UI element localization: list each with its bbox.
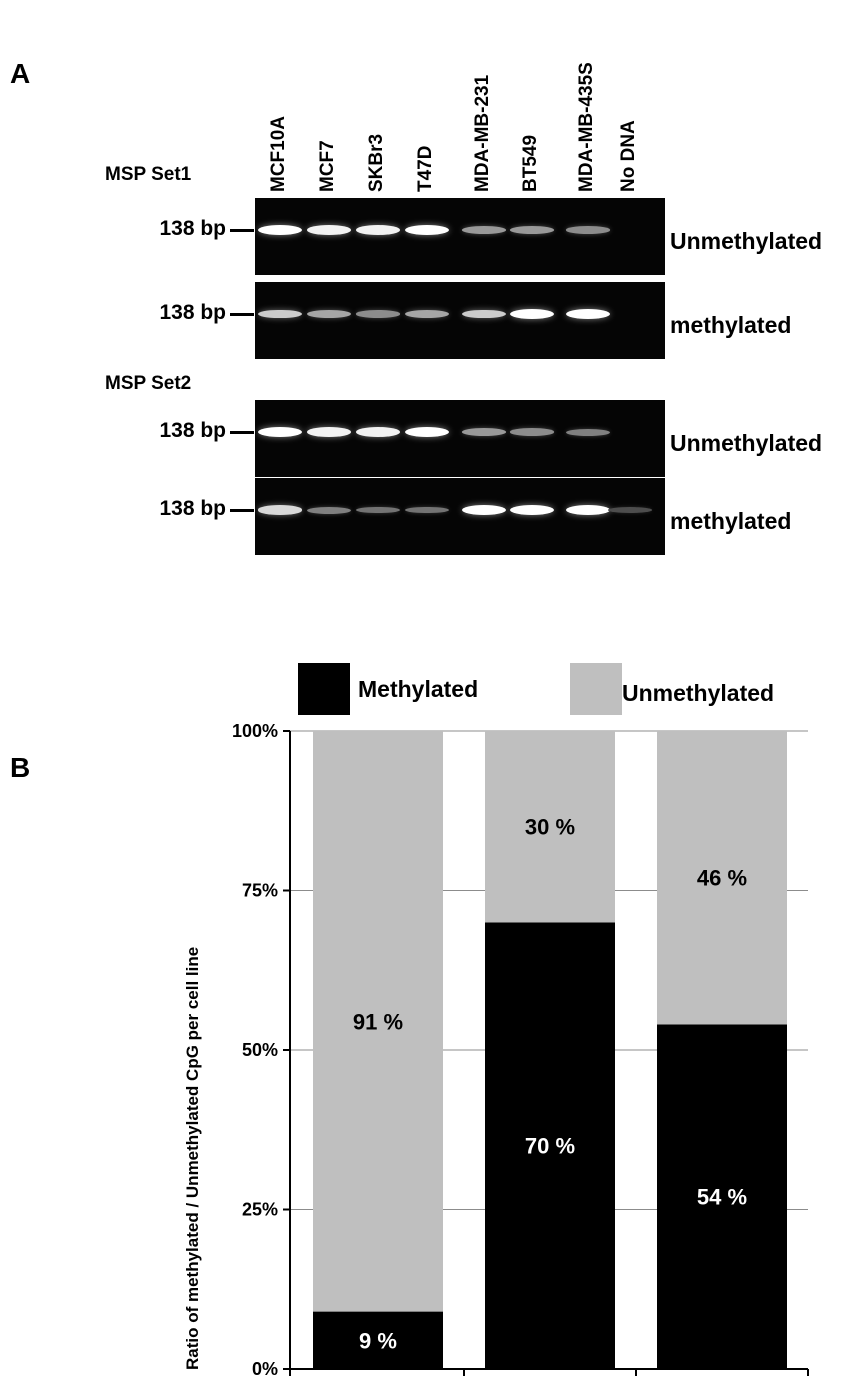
bar-segment-unmethylated xyxy=(485,731,615,923)
methylation-status-label: Unmethylated xyxy=(670,228,823,254)
gel-band xyxy=(356,225,400,235)
bar-segment-unmethylated xyxy=(313,731,443,1312)
methylation-status-label: methylated xyxy=(670,312,792,338)
legend-label-unmethylated: Unmethylated xyxy=(622,680,775,706)
gel-band xyxy=(462,505,506,515)
size-marker-label: 138 bp xyxy=(159,301,226,324)
lane-label: MCF7 xyxy=(317,140,338,192)
bar-segment-methylated xyxy=(313,1311,443,1369)
gel-band xyxy=(566,428,610,436)
gel-band xyxy=(258,505,302,515)
gel-band xyxy=(566,505,610,515)
gel-band xyxy=(405,427,449,437)
gel-band xyxy=(258,427,302,437)
gel-band xyxy=(462,309,506,319)
gel-band xyxy=(356,310,400,318)
lane-label: MDA-MB-231 xyxy=(472,74,493,192)
gel-band xyxy=(307,310,351,318)
gel-image xyxy=(255,478,665,555)
size-marker-tick xyxy=(230,509,254,512)
gel-band xyxy=(566,226,610,234)
lane-label: MDA-MB-435S xyxy=(576,62,597,192)
size-marker-label: 138 bp xyxy=(159,217,226,240)
lane-label: MCF10A xyxy=(268,115,289,192)
y-tick-label: 100% xyxy=(232,721,278,741)
bar-segment-methylated xyxy=(657,1024,787,1369)
gel-band xyxy=(566,309,610,319)
data-label: 9 % xyxy=(359,1328,397,1353)
y-tick-label: 50% xyxy=(242,1040,278,1060)
lane-label: SKBr3 xyxy=(366,133,387,192)
gel-band xyxy=(608,507,652,513)
y-tick-label: 25% xyxy=(242,1200,278,1220)
data-label: 70 % xyxy=(525,1134,575,1159)
gel-band xyxy=(356,427,400,437)
y-axis-label: Ratio of methylated / Unmethylated CpG p… xyxy=(183,946,202,1370)
gel-band xyxy=(405,310,449,318)
gel-band xyxy=(405,506,449,514)
gel-band xyxy=(405,225,449,235)
size-marker-tick xyxy=(230,431,254,434)
gel-band xyxy=(258,309,302,319)
gel-band xyxy=(510,309,554,319)
legend-label-methylated: Methylated xyxy=(358,676,479,702)
gel-band xyxy=(510,428,554,436)
bar-segment-methylated xyxy=(485,922,615,1369)
size-marker-label: 138 bp xyxy=(159,419,226,442)
gel-band xyxy=(510,505,554,515)
methylation-status-label: Unmethylated xyxy=(670,430,823,456)
lane-label: T47D xyxy=(415,145,436,192)
size-marker-tick xyxy=(230,229,254,232)
size-marker-label: 138 bp xyxy=(159,497,226,520)
legend-swatch-unmethylated xyxy=(570,663,622,715)
y-tick-label: 75% xyxy=(242,881,278,901)
gel-band xyxy=(510,226,554,234)
lane-label: No DNA xyxy=(618,120,639,192)
gel-image xyxy=(255,282,665,359)
gel-band xyxy=(307,225,351,235)
msp-set-label: MSP Set2 xyxy=(105,373,192,394)
msp-set-label: MSP Set1 xyxy=(105,164,192,185)
gel-band xyxy=(462,428,506,436)
gel-image xyxy=(255,400,665,477)
data-label: 46 % xyxy=(697,866,747,891)
gel-band xyxy=(356,506,400,514)
methylation-status-label: methylated xyxy=(670,508,792,534)
size-marker-tick xyxy=(230,313,254,316)
bar-segment-unmethylated xyxy=(657,731,787,1025)
legend-swatch-methylated xyxy=(298,663,350,715)
gel-image xyxy=(255,198,665,275)
gel-band xyxy=(307,506,351,514)
y-tick-label: 0% xyxy=(252,1359,278,1379)
gel-band xyxy=(307,427,351,437)
data-label: 30 % xyxy=(525,815,575,840)
data-label: 54 % xyxy=(697,1185,747,1210)
lane-label: BT549 xyxy=(520,134,541,192)
panel-a-letter: A xyxy=(10,58,31,89)
data-label: 91 % xyxy=(353,1009,403,1034)
gel-band xyxy=(462,226,506,234)
panel-b-letter: B xyxy=(10,752,31,783)
gel-band xyxy=(258,225,302,235)
